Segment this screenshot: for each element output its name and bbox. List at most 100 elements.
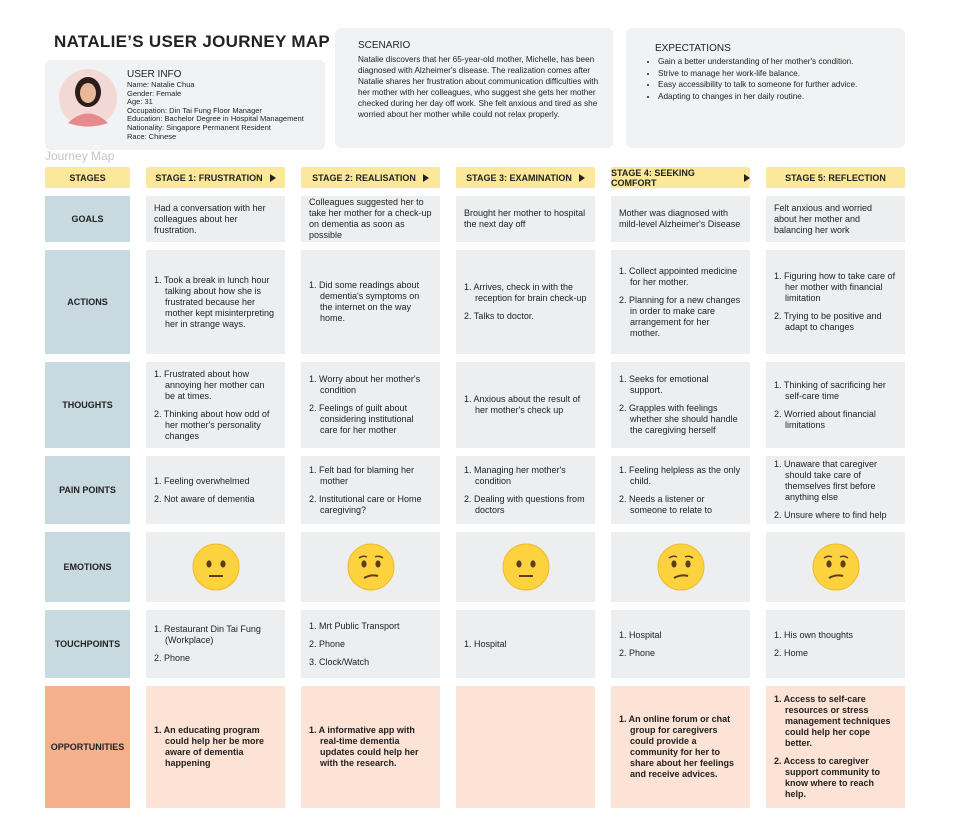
scenario-card: SCENARIO Natalie discovers that her 65-y… — [335, 28, 613, 148]
title: NATALIE’S USER JOURNEY MAP — [54, 32, 331, 51]
user-info-line: Nationality: Singapore Permanent Residen… — [127, 122, 271, 132]
scenario-text: Natalie discovers that her 65-year-old m… — [358, 55, 599, 119]
journey-cell — [456, 532, 595, 602]
journey-cell: 1. Access to self-care resources or stre… — [766, 686, 905, 808]
cell-item: 2. Phone — [309, 638, 346, 649]
scenario-heading: SCENARIO — [358, 40, 411, 51]
emotion-face — [657, 543, 704, 591]
cell-item: Brought her mother to hospital the next … — [464, 208, 586, 229]
user-info-lines: Name: Natalie Chua Gender: Female Age: 31 O… — [127, 80, 304, 141]
user-info-heading: USER INFO — [127, 69, 182, 80]
journey-label: Journey Map — [45, 149, 115, 163]
journey-cell: 1. Collect appointed medicine for her mo… — [611, 250, 750, 354]
cell-item: 2. Dealing with questions from doctors — [464, 493, 585, 515]
journey-cell: 1. Unaware that caregiver should take ca… — [766, 456, 905, 524]
cell-item: 1. Frustrated about how annoying her mot… — [154, 368, 265, 401]
journey-cell: 1. Did some readings about dementia's sy… — [301, 250, 440, 354]
cell-item: 1. Feeling helpless as the only child. — [619, 464, 741, 486]
journey-cell: 1. An online forum or chat group for car… — [611, 686, 750, 808]
user-info-line: Race: Chinese — [127, 131, 177, 141]
stages-label: STAGES — [45, 167, 130, 188]
row-label: GOALS — [45, 196, 130, 242]
cell-item: 2. Trying to be positive and adapt to ch… — [774, 311, 882, 332]
cell-item: 1. Did some readings about dementia's sy… — [309, 280, 420, 323]
journey-cell: 1. Seeks for emotional support. 2. Grappl… — [611, 362, 750, 448]
emotion-face — [192, 543, 239, 591]
cell-item: 1. Worry about her mother's condition — [309, 374, 421, 395]
journey-cell: 1. Felt bad for blaming her mother 2. Ins… — [301, 456, 440, 524]
journey-cell: 1. A informative app with real-time deme… — [301, 686, 440, 808]
cell-item: 1. Figuring how to take care of her moth… — [774, 271, 896, 303]
stage-header: STAGE 5: REFLECTION — [766, 167, 905, 188]
expectations-list: Gain a better understanding of her mothe… — [643, 56, 893, 102]
cell-item: 2. Phone — [154, 653, 191, 663]
journey-cell — [766, 532, 905, 602]
journey-cell: 1. Mrt Public Transport 2. Phone 3. Clock/… — [301, 610, 440, 678]
cell-item: 1. Felt bad for blaming her mother — [309, 464, 415, 486]
cell-item: 2. Home — [774, 647, 809, 658]
journey-cell — [146, 532, 285, 602]
emotion-face — [812, 543, 859, 591]
user-info-line: Occupation: Din Tai Fung Floor Manager — [127, 105, 262, 115]
cell-item: 2. Grapples with feelings whether she sh… — [619, 403, 738, 435]
cell-item: 1. Collect appointed medicine for her mo… — [619, 265, 738, 287]
emotion-face — [347, 543, 394, 591]
emotion-face — [502, 543, 549, 591]
cell-item: Mother was diagnosed with mild-level Alz… — [619, 208, 741, 229]
journey-cell: Colleagues suggested her to take her mot… — [301, 196, 440, 242]
user-info-card: USER INFO Name: Natalie Chua Gender: Fema… — [45, 60, 325, 150]
avatar — [59, 69, 117, 127]
cell-item: 1. Restaurant Din Tai Fung (Workplace) — [154, 624, 261, 645]
user-info-line: Name: Natalie Chua — [127, 80, 195, 89]
journey-cell: 1. Thinking of sacrificing her self-care… — [766, 362, 905, 448]
stage-header: STAGE 1: FRUSTRATION — [146, 167, 285, 188]
row-label: TOUCHPOINTS — [45, 610, 130, 678]
cell-item: 2. Thinking about how odd of her mother'… — [154, 408, 270, 441]
journey-cell: 1. Hospital 2. Phone — [611, 610, 750, 678]
journey-cell — [301, 532, 440, 602]
cell-item: 3. Clock/Watch — [309, 656, 370, 667]
expectation-item: Adapting to changes in her daily routine… — [658, 91, 893, 103]
expectations-heading: EXPECTATIONS — [655, 43, 731, 54]
stage-header: STAGE 2: REALISATION — [301, 167, 440, 188]
user-info-line: Gender: Female — [127, 88, 182, 98]
journey-cell: 1. Worry about her mother's condition 2. … — [301, 362, 440, 448]
journey-cell: 1. Managing her mother's condition 2. Dea… — [456, 456, 595, 524]
cell-item: 2. Access to caregiver support community… — [774, 756, 880, 799]
cell-item: 1. Hospital — [464, 638, 507, 649]
cell-item: 2. Not aware of dementia — [154, 493, 255, 504]
expectation-item: Easy accessibility to talk to someone fo… — [658, 79, 893, 91]
cell-item: 2. Phone — [619, 647, 656, 658]
cell-item: 2. Unsure where to find help — [774, 510, 887, 520]
cell-item: Colleagues suggested her to take her mot… — [309, 197, 432, 240]
journey-cell: 1. Took a break in lunch hour talking ab… — [146, 250, 285, 354]
cell-item: 1. Took a break in lunch hour talking ab… — [154, 274, 275, 329]
journey-cell: Mother was diagnosed with mild-level Alz… — [611, 196, 750, 242]
user-info-line: Age: 31 — [127, 97, 153, 107]
cell-item: 2. Institutional care or Home caregiving… — [309, 493, 422, 515]
cell-item: Felt anxious and worried about her mothe… — [774, 202, 873, 235]
cell-item: 2. Feelings of guilt about considering i… — [309, 403, 414, 435]
journey-cell: Brought her mother to hospital the next … — [456, 196, 595, 242]
journey-cell: 1. Feeling overwhelmed 2. Not aware of de… — [146, 456, 285, 524]
journey-cell: Had a conversation with her colleagues a… — [146, 196, 285, 242]
journey-cell: 1. Anxious about the result of her mothe… — [456, 362, 595, 448]
cell-item: 1. Unaware that caregiver should take ca… — [774, 459, 878, 502]
cell-item: 2. Needs a listener or someone to relate… — [619, 493, 713, 515]
cell-item: 1. Thinking of sacrificing her self-care… — [774, 379, 886, 401]
cell-item: 1. Managing her mother's condition — [464, 464, 566, 486]
cell-item: 2. Planning for a new changes in order t… — [619, 294, 741, 338]
cell-item: 2. Worried about financial limitations — [774, 408, 876, 430]
cell-item: 1. Hospital — [619, 629, 662, 640]
journey-cell: Felt anxious and worried about her mothe… — [766, 196, 905, 242]
stage-header: STAGE 4: SEEKING COMFORT — [611, 167, 750, 188]
expectations-card: EXPECTATIONS Gain a better understanding… — [626, 28, 905, 148]
cell-item: 2. Talks to doctor. — [464, 311, 534, 321]
row-label: PAIN POINTS — [45, 456, 130, 524]
journey-cell: 1. An educating program could help her b… — [146, 686, 285, 808]
cell-item: 1. Seeks for emotional support. — [619, 374, 709, 395]
cell-item: 1. A informative app with real-time deme… — [309, 725, 419, 768]
cell-item: 1. Feeling overwhelmed — [154, 475, 250, 486]
journey-cell — [611, 532, 750, 602]
